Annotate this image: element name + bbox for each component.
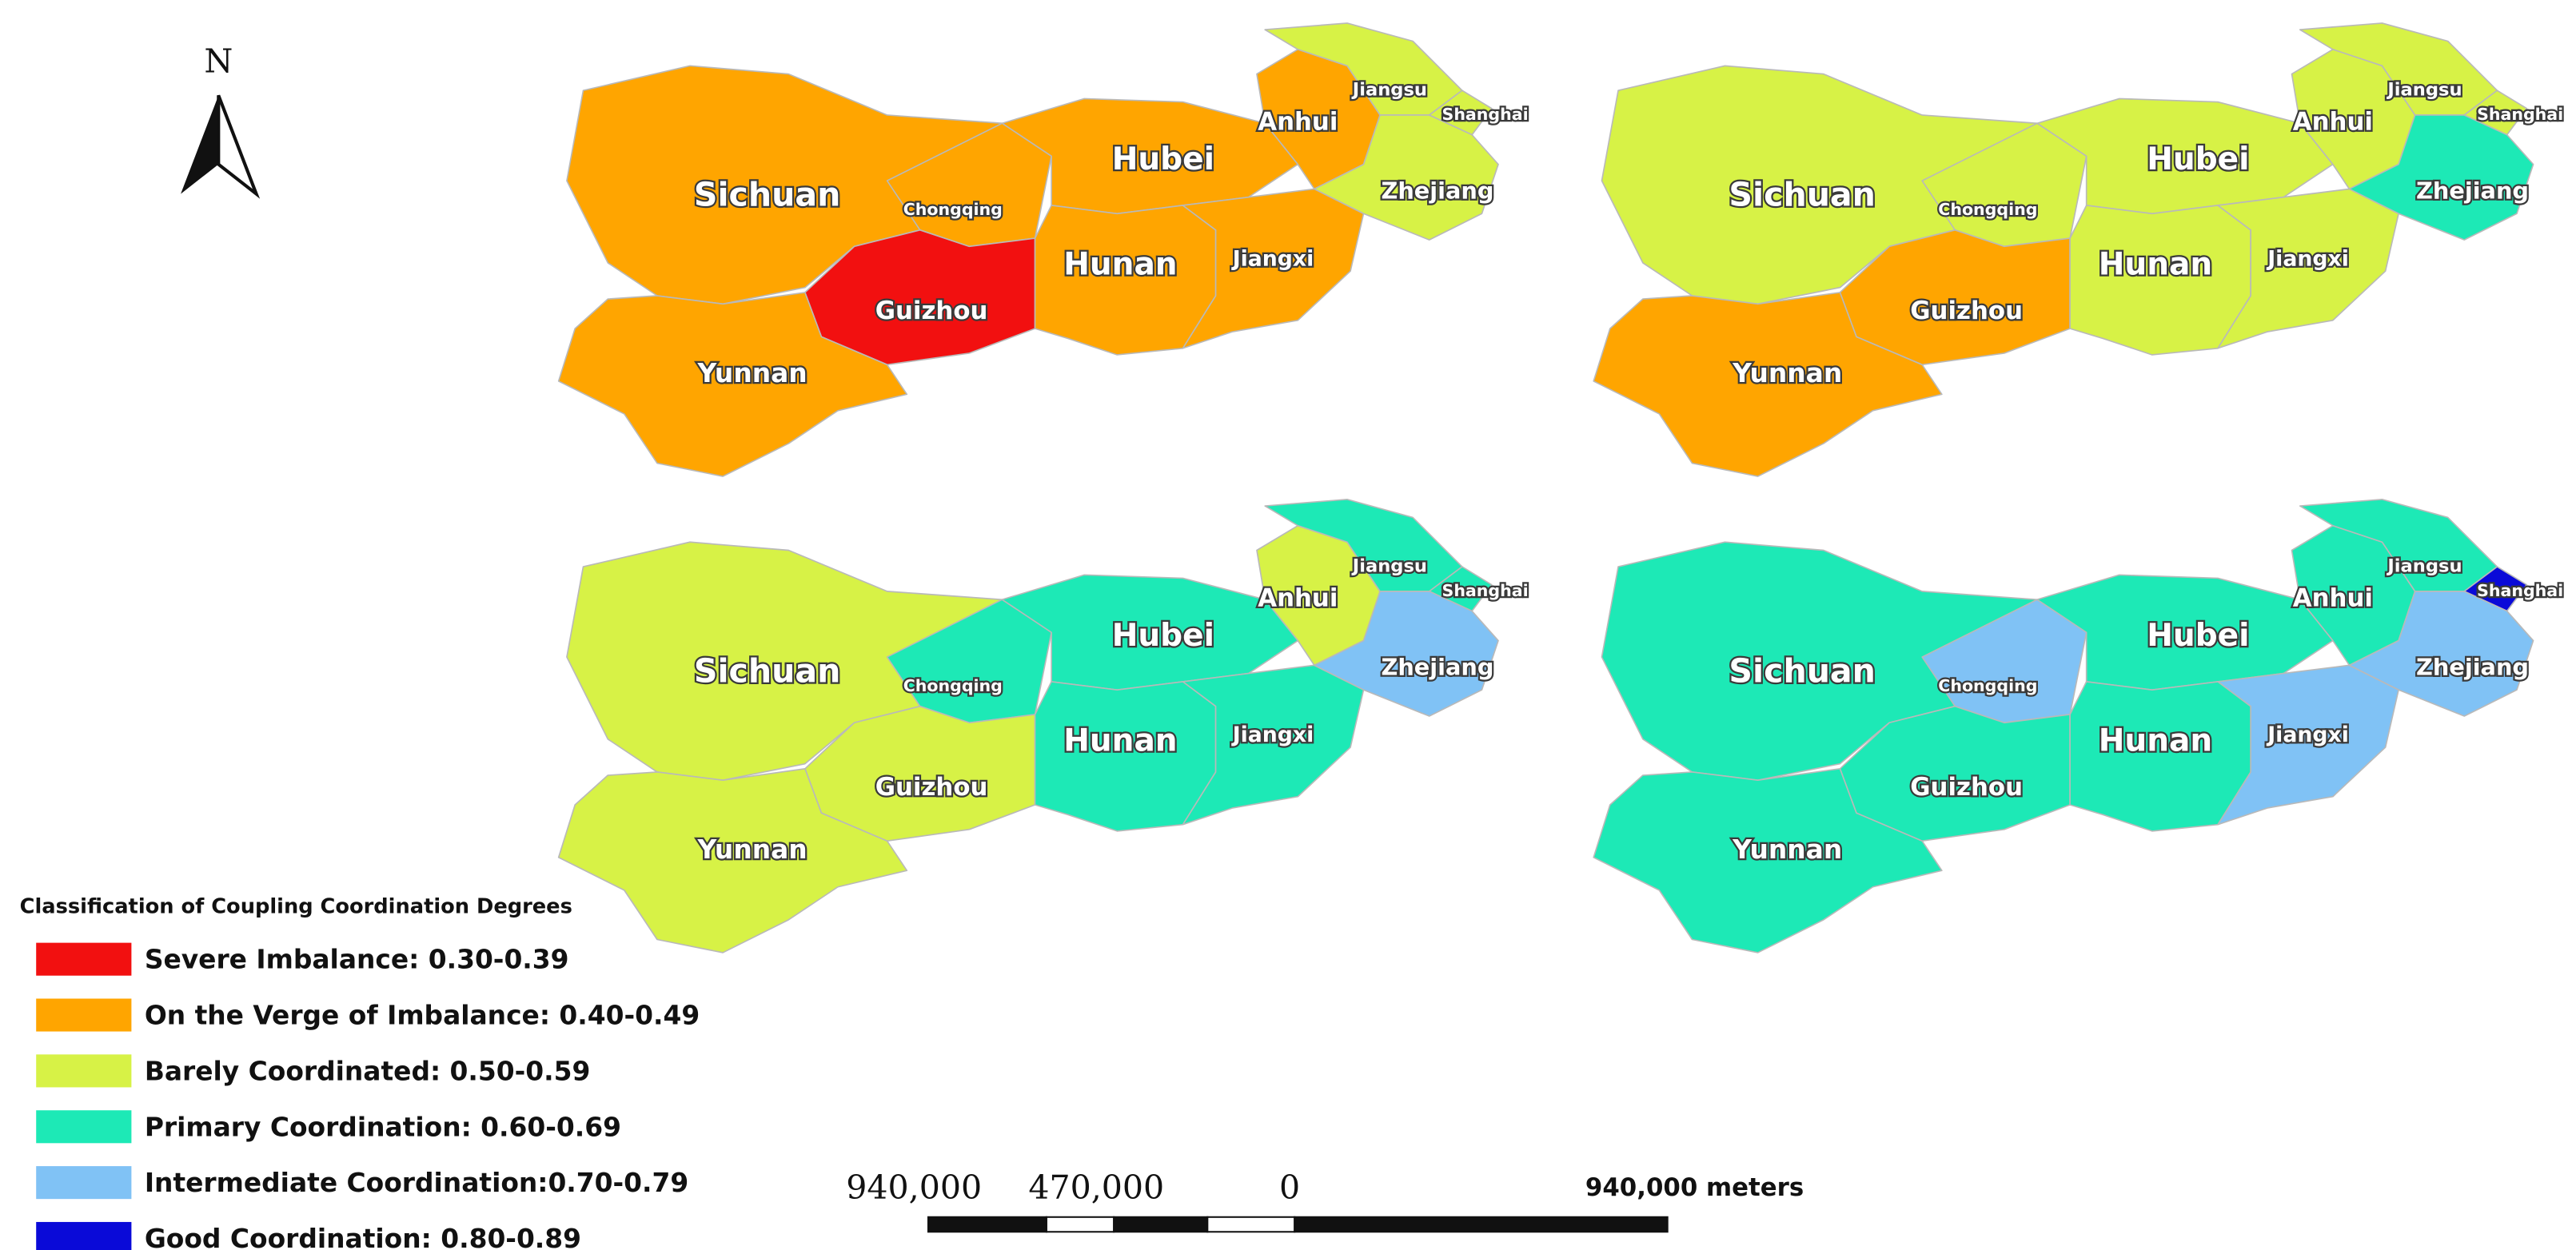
province-label: Sichuan [694,652,840,691]
province-label: Hunan [2099,247,2212,283]
province-label: Guizhou [1910,297,2023,325]
province-label: Shanghai [2477,581,2563,600]
province-label: Chongqing [1938,200,2037,219]
legend-label: Barely Coordinated: 0.50-0.59 [145,1055,591,1086]
province-label: Hunan [1063,247,1177,283]
legend-swatch [36,1054,132,1088]
province [557,767,908,953]
province [2348,591,2534,717]
province [2348,114,2534,241]
province-label: Jiangsu [1351,556,1427,577]
scale-label: 470,000 [1028,1168,1164,1207]
legend-label: Primary Coordination: 0.60-0.69 [145,1111,621,1142]
scale-unit: 940,000 meters [1585,1173,1804,1202]
legend-label: Intermediate Coordination:0.70-0.79 [145,1167,688,1198]
province-label: Jiangxi [1231,246,1314,271]
scale-label: 940,000 [846,1168,982,1207]
north-arrow [217,94,261,199]
province-label: Chongqing [1938,676,2037,695]
province-label: Zhejiang [1381,653,1493,680]
province-label: Shanghai [1442,105,1529,124]
legend-swatch [36,1221,132,1250]
province-label: Jiangsu [2386,556,2462,577]
legend-label: Severe Imbalance: 0.30-0.39 [145,944,569,975]
province [2217,188,2399,349]
province-label: Hunan [1063,723,1177,758]
legend-swatch [36,942,132,976]
north-label: N [204,42,233,81]
map-panel: Sichuan Chongqing Guizhou Yunnan Hubei Hunan J… [557,22,1530,477]
province [2217,664,2399,826]
province-label: Anhui [1258,108,1338,137]
province-label: Jiangxi [1231,723,1314,747]
province [1593,292,1943,477]
province-label: Hubei [2147,141,2249,177]
province [1182,188,1365,349]
province-label: Guizhou [875,297,988,325]
province-label: Sichuan [1729,176,1875,214]
scale-bar-segment [927,1216,1047,1233]
province-label: Zhejiang [2416,177,2529,205]
map-panel: Sichuan Chongqing Guizhou Yunnan Hubei Hunan J… [1593,498,2565,953]
legend-swatch [36,1166,132,1200]
map-panel: Sichuan Chongqing Guizhou Yunnan Hubei Hunan J… [557,498,1530,953]
legend-swatch [36,1110,132,1144]
province-label: Hubei [1112,141,1214,177]
province-label: Anhui [1258,584,1338,613]
province-label: Hunan [2099,723,2212,758]
province-label: Guizhou [875,773,988,802]
province-label: Anhui [2293,108,2373,137]
province-label: Shanghai [1442,581,1529,600]
province [1182,664,1365,826]
legend-label: On the Verge of Imbalance: 0.40-0.49 [145,1000,700,1031]
scale-bar-segment [1206,1216,1296,1233]
province-label: Yunnan [1732,357,1842,388]
province-label: Zhejiang [1381,177,1493,205]
north-arrow [181,95,219,194]
province-label: Jiangsu [1351,80,1427,101]
province [557,292,908,477]
province-label: Sichuan [694,176,840,214]
province-label: Guizhou [1910,773,2023,802]
scale-bar-segment [1045,1216,1115,1233]
province [1593,767,1943,953]
province [1314,591,1499,717]
province-label: Jiangxi [2266,246,2349,271]
province-label: Chongqing [903,676,1003,695]
province-label: Hubei [1112,618,1214,654]
province-label: Chongqing [903,200,1003,219]
legend-title: Classification of Coupling Coordination … [20,895,572,919]
province-label: Yunnan [697,357,807,388]
province-label: Hubei [2147,618,2249,654]
scale-label: 0 [1279,1168,1300,1207]
province-label: Yunnan [697,834,807,865]
legend-swatch [36,998,132,1032]
map-panel: Sichuan Chongqing Guizhou Yunnan Hubei Hunan J… [1593,22,2565,477]
scale-bar-segment [1294,1216,1669,1233]
province-label: Zhejiang [2416,653,2529,680]
province-label: Shanghai [2477,105,2563,124]
scale-bar-segment [1113,1216,1209,1233]
province-label: Yunnan [1732,834,1842,865]
province-label: Jiangxi [2266,723,2349,747]
province-label: Anhui [2293,584,2373,613]
province-label: Jiangsu [2386,80,2462,101]
province-label: Sichuan [1729,652,1875,691]
province [1314,114,1499,241]
legend-label: Good Coordination: 0.80-0.89 [145,1223,581,1250]
